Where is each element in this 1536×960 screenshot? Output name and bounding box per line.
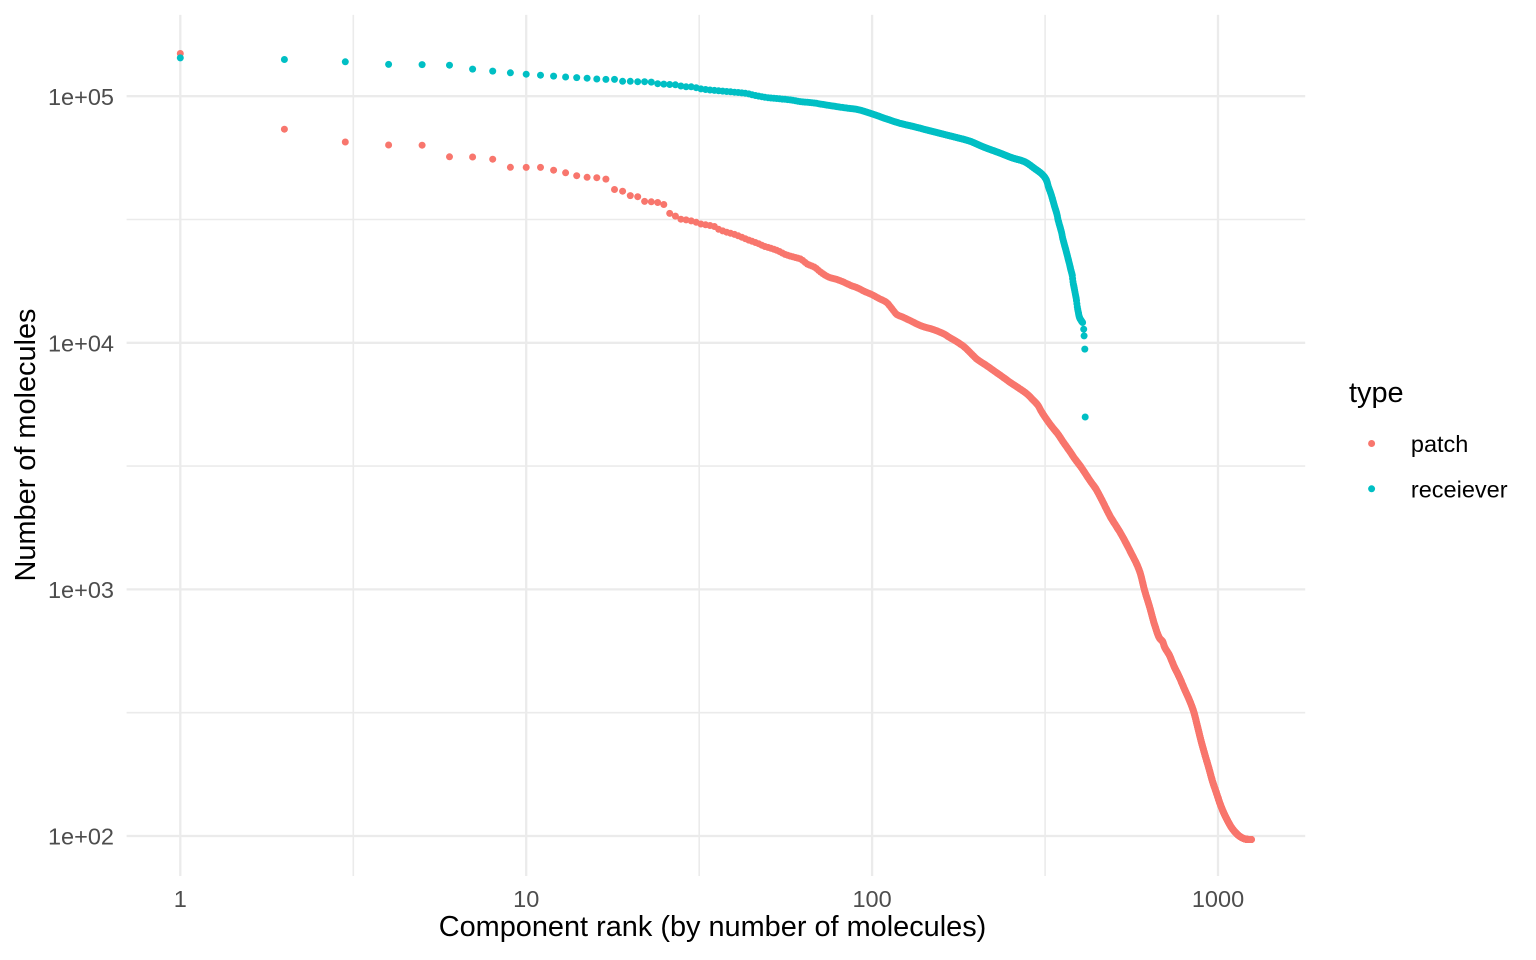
svg-text:patch: patch — [1411, 431, 1469, 457]
svg-text:1: 1 — [174, 886, 187, 912]
svg-text:Number of molecules: Number of molecules — [10, 309, 42, 582]
svg-text:Component rank (by number of m: Component rank (by number of molecules) — [439, 911, 987, 943]
svg-text:1e+02: 1e+02 — [48, 824, 114, 850]
svg-text:100: 100 — [852, 886, 891, 912]
svg-text:1e+05: 1e+05 — [48, 84, 114, 110]
svg-text:1e+03: 1e+03 — [48, 577, 114, 603]
svg-text:10: 10 — [513, 886, 539, 912]
svg-text:type: type — [1349, 377, 1404, 409]
svg-text:receiever: receiever — [1411, 476, 1508, 502]
svg-text:1000: 1000 — [1192, 886, 1244, 912]
svg-text:1e+04: 1e+04 — [48, 330, 114, 356]
